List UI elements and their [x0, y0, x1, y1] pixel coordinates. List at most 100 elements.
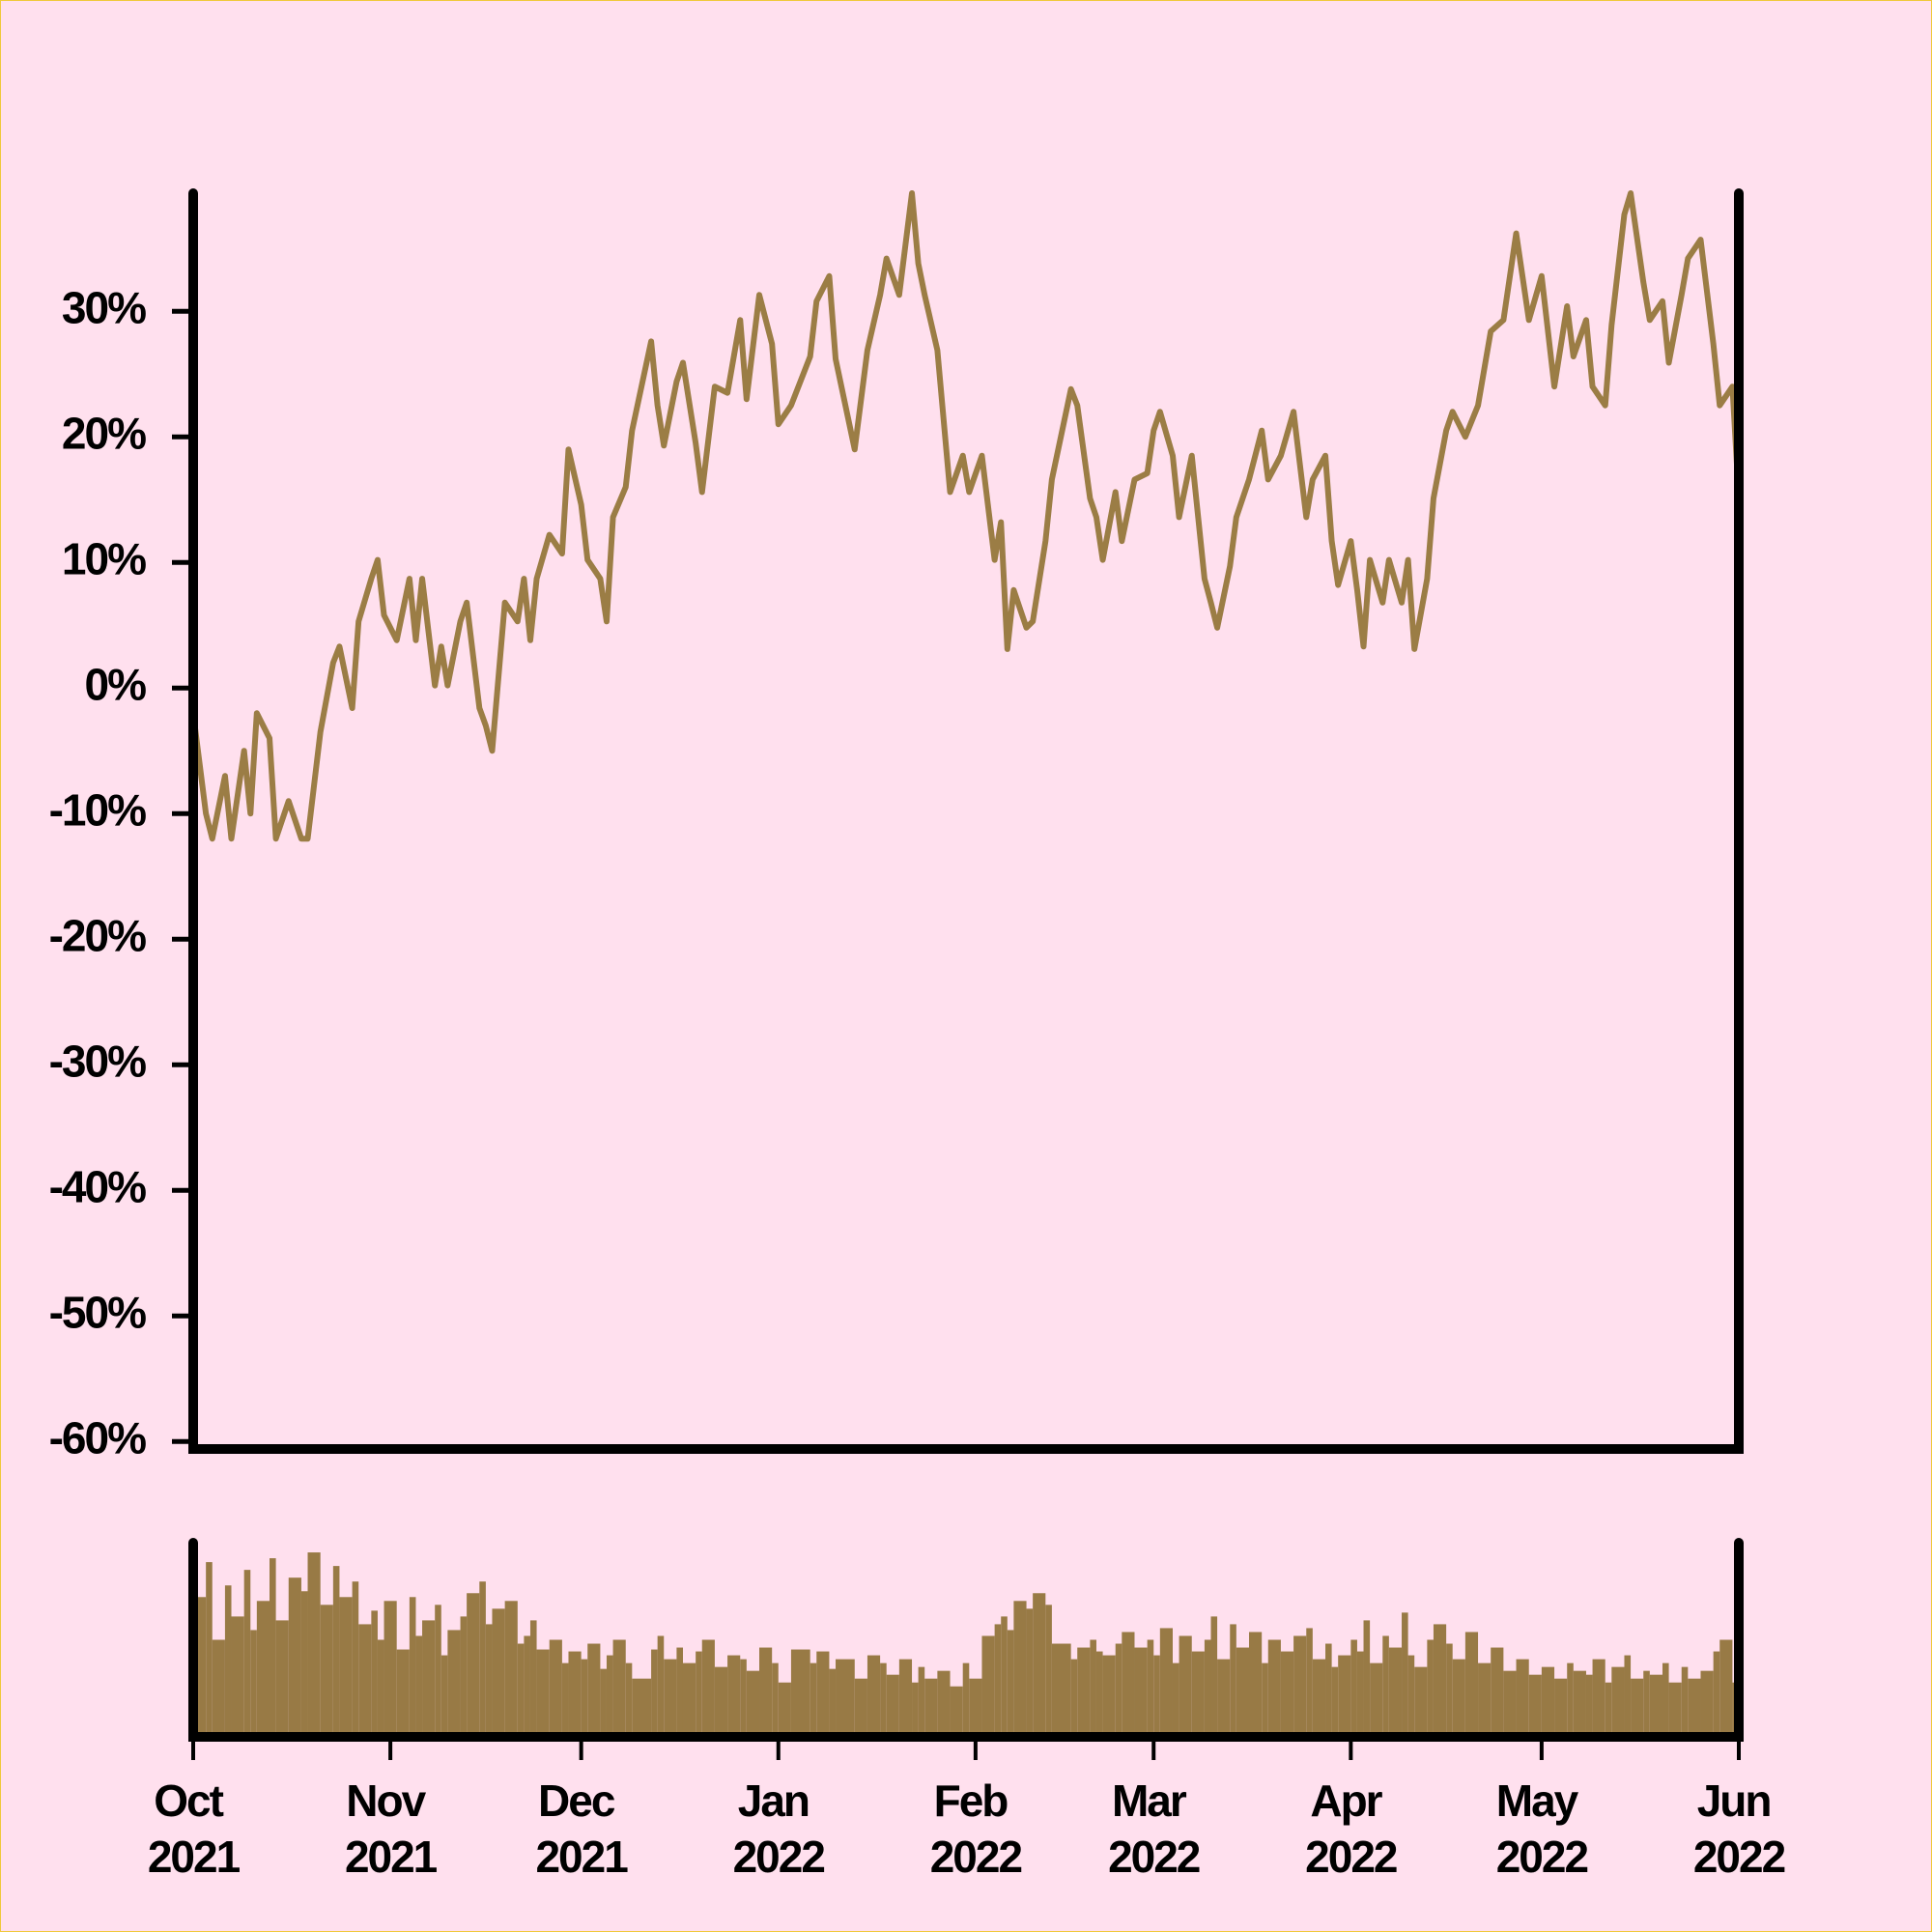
volume-bar: [1585, 1674, 1593, 1737]
volume-bar: [612, 1639, 626, 1737]
volume-bar: [1217, 1659, 1231, 1737]
volume-bar: [898, 1659, 913, 1737]
volume-bar: [587, 1643, 601, 1737]
volume-bar: [1331, 1666, 1339, 1737]
volume-bar: [384, 1601, 397, 1737]
volume-bar: [460, 1616, 468, 1737]
volume-bar: [1013, 1601, 1027, 1737]
volume-bar: [772, 1662, 779, 1737]
volume-bar: [1554, 1678, 1568, 1737]
volume-bar: [854, 1678, 867, 1737]
volume-bar: [536, 1649, 550, 1737]
volume-bar: [886, 1674, 899, 1737]
x-tick-label: May 2022: [1496, 1776, 1588, 1882]
volume-bar: [759, 1647, 773, 1737]
x-tick-label: Mar 2022: [1108, 1776, 1200, 1882]
volume-bar: [664, 1659, 677, 1737]
volume-bar: [1338, 1655, 1351, 1737]
volume-bar: [561, 1662, 569, 1737]
volume-bar: [1179, 1635, 1192, 1737]
y-tick-label: -20%: [49, 910, 146, 960]
y-tick-label: -50%: [49, 1287, 146, 1337]
volume-bar: [632, 1678, 652, 1737]
volume-bar: [1153, 1655, 1160, 1737]
volume-bar: [1668, 1682, 1682, 1737]
volume-bar: [1026, 1608, 1034, 1737]
volume-bar: [714, 1666, 728, 1737]
volume-bar: [447, 1630, 461, 1737]
volume-bar: [415, 1635, 423, 1737]
volume-bar: [1370, 1662, 1383, 1737]
x-tick-label: Nov 2021: [345, 1776, 438, 1882]
volume-bar: [1402, 1612, 1408, 1737]
volume-bar: [1293, 1635, 1307, 1737]
volume-bar: [1713, 1651, 1720, 1737]
volume-bar: [275, 1620, 289, 1737]
volume-bar: [682, 1662, 696, 1737]
volume-bar: [1363, 1620, 1371, 1737]
volume-bar: [676, 1647, 683, 1737]
volume-bar: [1210, 1616, 1218, 1737]
x-tick-label: Jan 2022: [733, 1776, 825, 1882]
volume-bar: [1306, 1628, 1313, 1737]
volume-bar: [1262, 1662, 1268, 1737]
volume-bar: [962, 1662, 970, 1737]
volume-bar: [924, 1678, 938, 1737]
volume-bar: [1433, 1624, 1447, 1737]
volume-bar: [467, 1593, 480, 1737]
volume-bar: [479, 1581, 486, 1737]
volume-bar: [377, 1639, 384, 1737]
volume-bar: [1605, 1682, 1612, 1737]
volume-bar: [1567, 1662, 1574, 1737]
volume-bar: [440, 1655, 448, 1737]
volume-bar: [1681, 1666, 1689, 1737]
x-tick-label: Apr 2022: [1305, 1776, 1397, 1882]
volume-bar: [492, 1608, 505, 1737]
volume-bar: [829, 1668, 837, 1737]
volume-bar: [1528, 1674, 1542, 1737]
y-tick-label: 30%: [62, 282, 146, 332]
volume-bar: [581, 1659, 588, 1737]
volume-bar: [1280, 1651, 1294, 1737]
volume-bar: [1249, 1632, 1263, 1737]
volume-bar: [740, 1659, 747, 1737]
volume-bar: [727, 1655, 741, 1737]
volume-bar: [606, 1655, 613, 1737]
volume-bar: [1427, 1639, 1434, 1737]
volume-bar: [969, 1678, 982, 1737]
volume-bar: [1464, 1632, 1479, 1737]
volume-bar: [625, 1662, 633, 1737]
volume-bar: [696, 1651, 702, 1737]
volume-bar: [1611, 1666, 1625, 1737]
volume-bar: [243, 1570, 251, 1737]
volume-bar: [1230, 1624, 1236, 1737]
volume-bar: [1631, 1678, 1644, 1737]
volume-bar: [836, 1659, 855, 1737]
volume-bar: [657, 1635, 665, 1737]
volume-bar: [1624, 1655, 1632, 1737]
volume-bar: [1033, 1593, 1046, 1737]
volume-bar: [339, 1597, 353, 1737]
volume-bar: [1350, 1639, 1357, 1737]
volume-bar: [600, 1668, 607, 1737]
volume-bar: [1236, 1647, 1250, 1737]
volume-bar: [816, 1651, 830, 1737]
volume-bar: [918, 1666, 925, 1737]
main-axes: [188, 188, 1744, 1454]
volume-bar: [778, 1682, 791, 1737]
volume-bar: [212, 1639, 225, 1737]
volume-bar: [1407, 1655, 1415, 1737]
volume-bar: [1700, 1670, 1714, 1737]
volume-bar: [1356, 1651, 1364, 1737]
volume-bar: [1503, 1670, 1517, 1737]
volume-bar: [300, 1591, 308, 1737]
volume-bar: [867, 1655, 881, 1737]
volume-bar: [1382, 1635, 1389, 1737]
volume-bar: [517, 1643, 525, 1737]
y-tick-label: -30%: [49, 1036, 146, 1086]
volume-bar: [256, 1601, 270, 1737]
volume-bar: [1446, 1643, 1453, 1737]
volume-bar: [1102, 1655, 1116, 1737]
volume-bar: [1688, 1678, 1701, 1737]
